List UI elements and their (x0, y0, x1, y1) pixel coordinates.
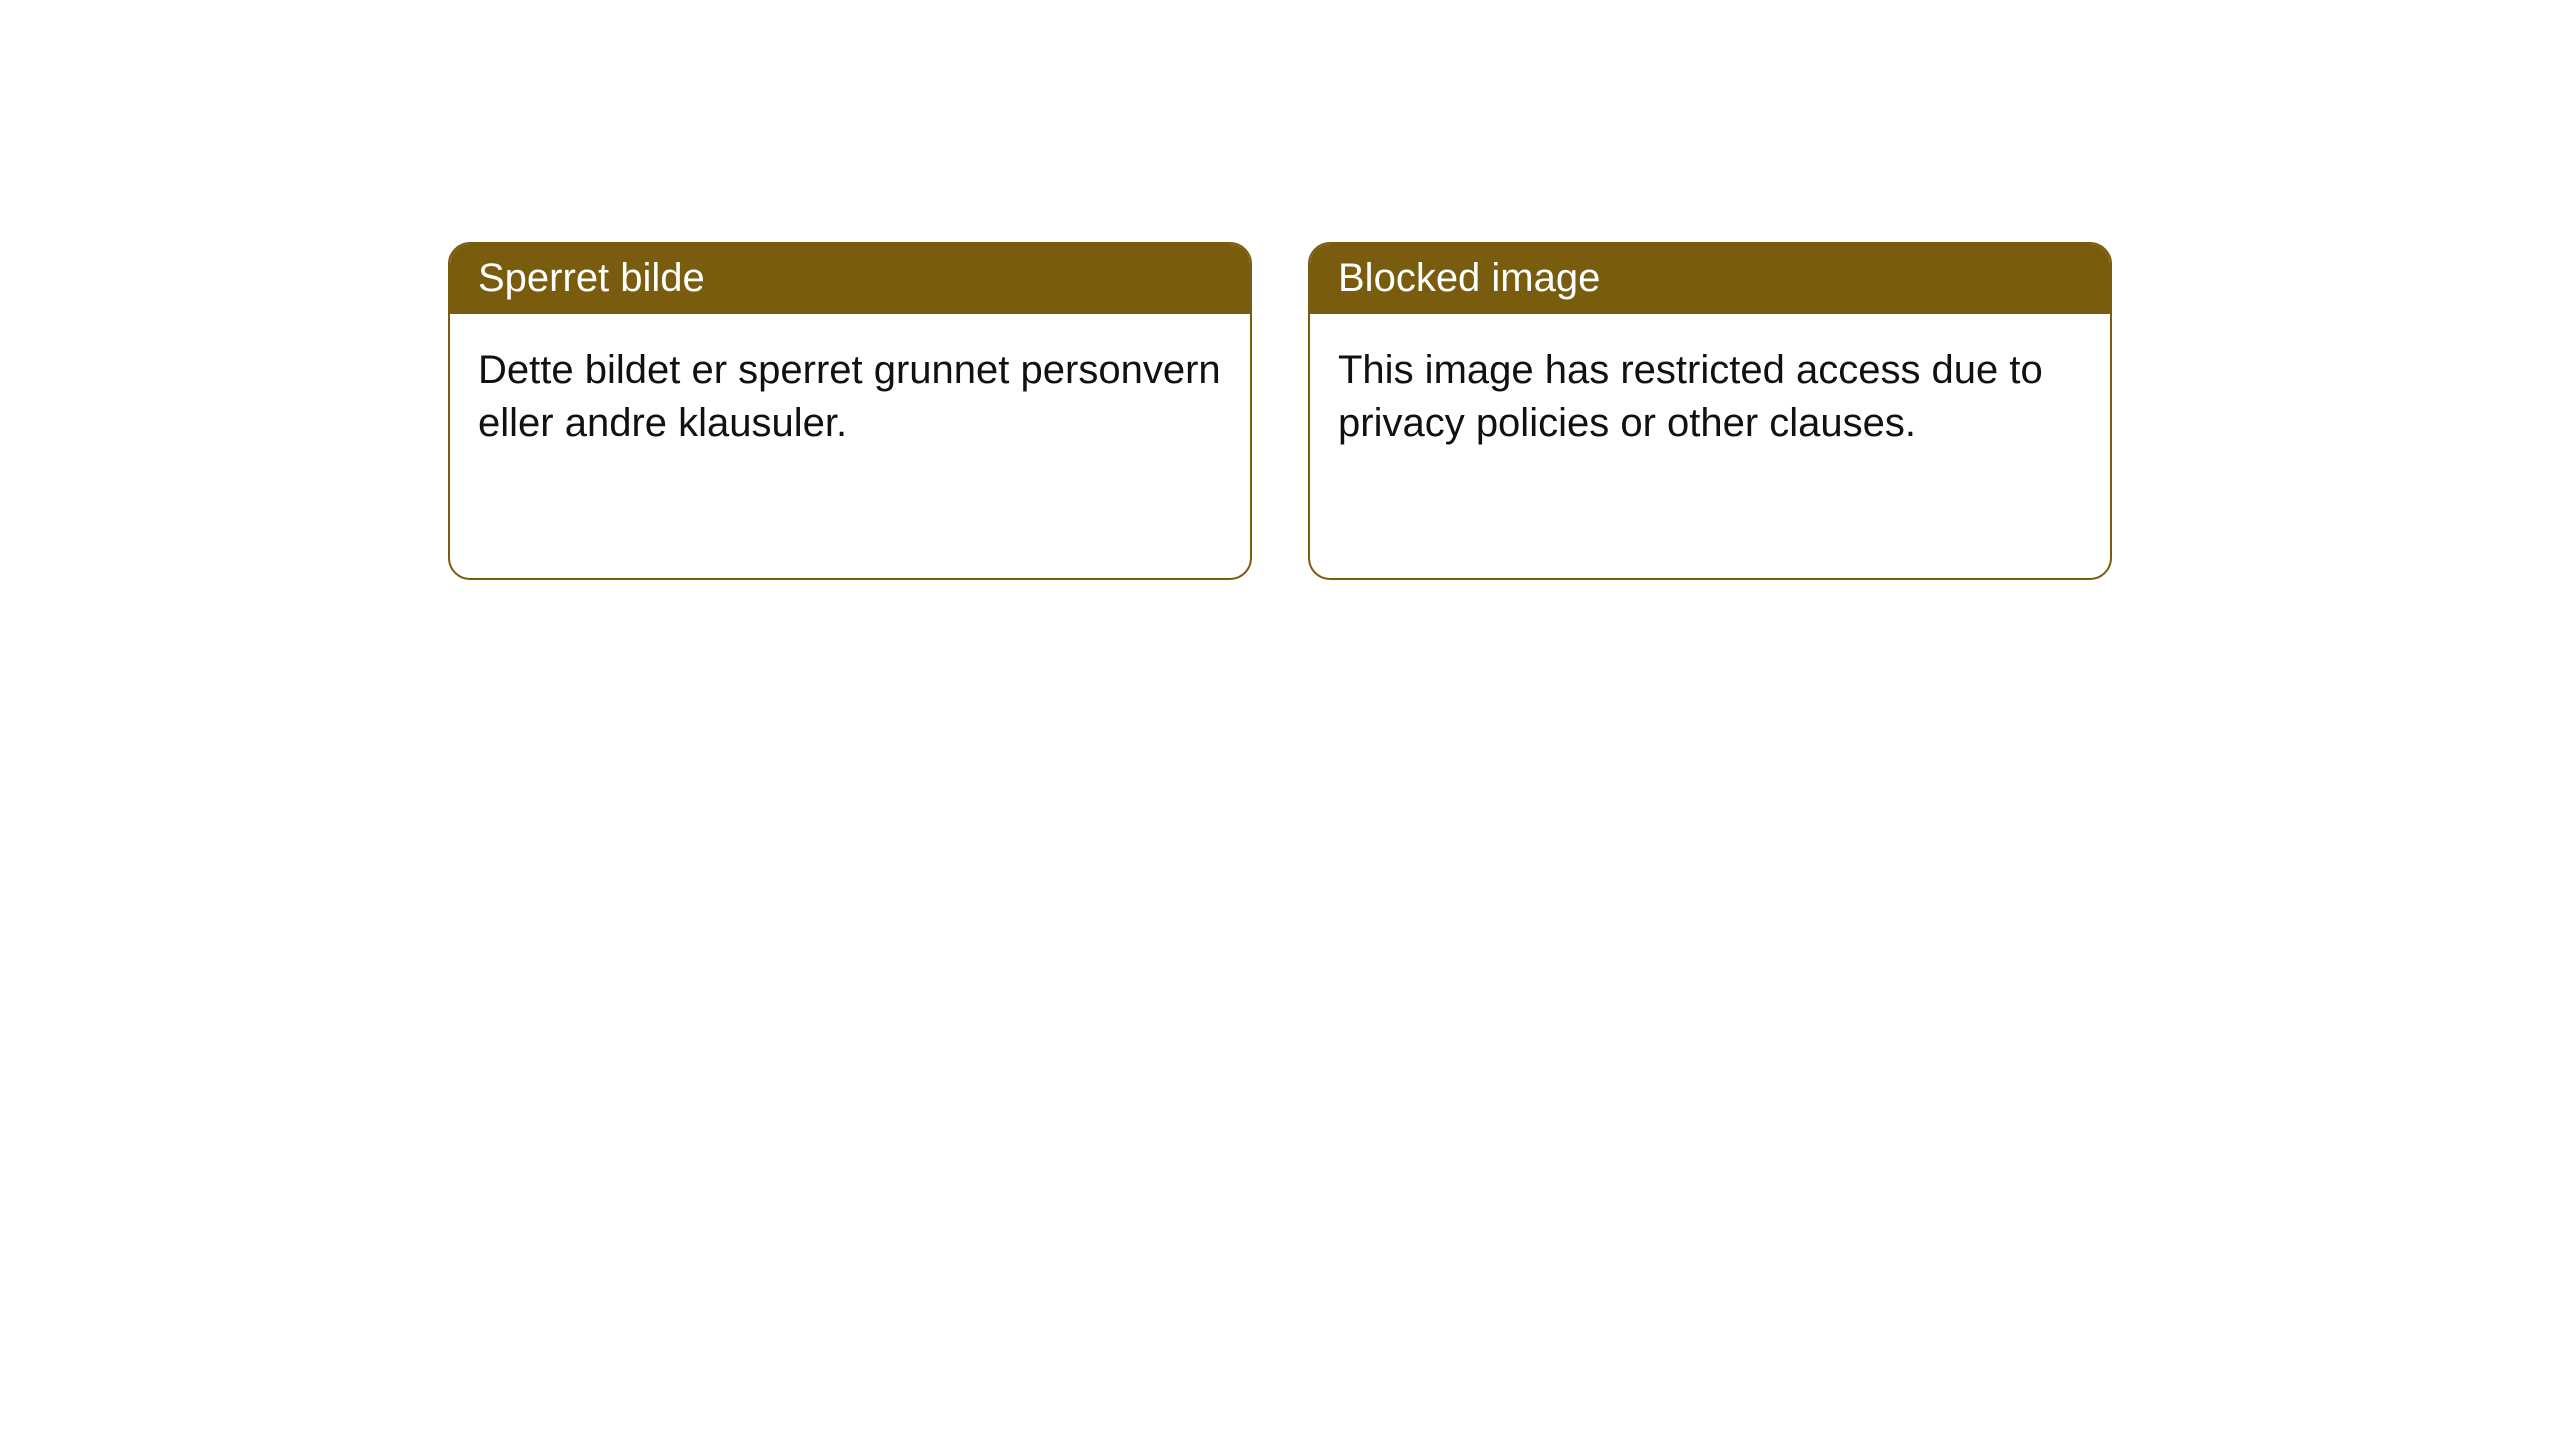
card-body: This image has restricted access due to … (1310, 314, 2110, 480)
card-header: Blocked image (1310, 244, 2110, 314)
card-header: Sperret bilde (450, 244, 1250, 314)
notice-card-norwegian: Sperret bilde Dette bildet er sperret gr… (448, 242, 1252, 580)
notice-container: Sperret bilde Dette bildet er sperret gr… (0, 0, 2560, 580)
notice-card-english: Blocked image This image has restricted … (1308, 242, 2112, 580)
card-body: Dette bildet er sperret grunnet personve… (450, 314, 1250, 480)
